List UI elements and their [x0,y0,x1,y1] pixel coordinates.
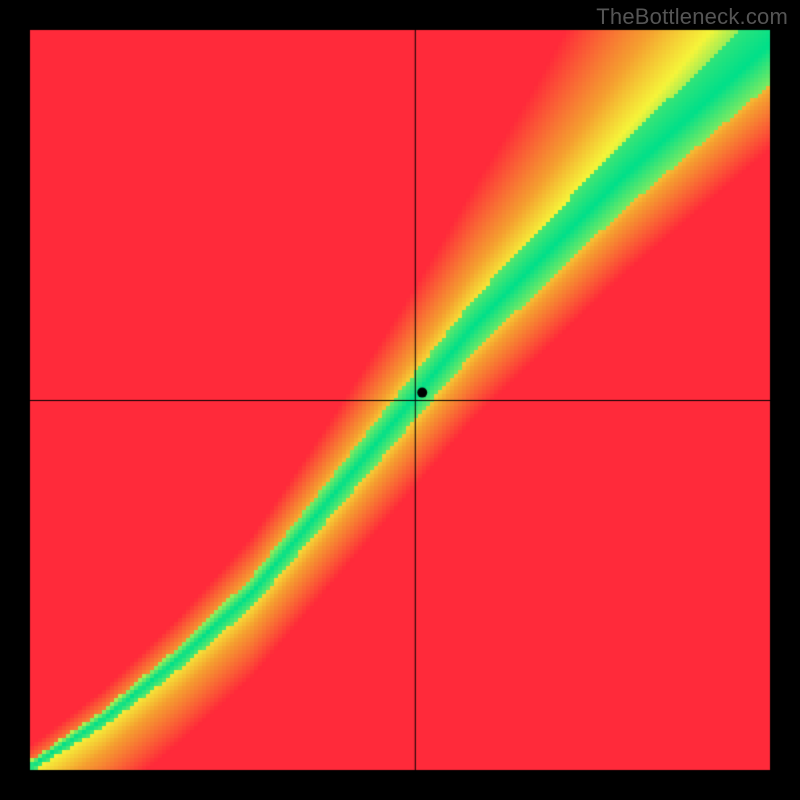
watermark-text: TheBottleneck.com [596,4,788,30]
bottleneck-heatmap-canvas [0,0,800,800]
chart-container: TheBottleneck.com [0,0,800,800]
